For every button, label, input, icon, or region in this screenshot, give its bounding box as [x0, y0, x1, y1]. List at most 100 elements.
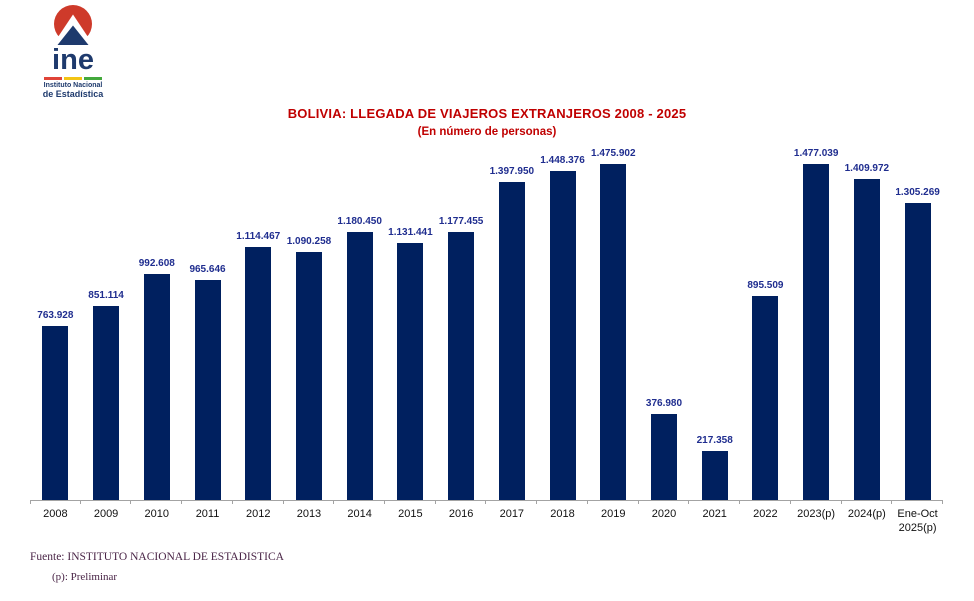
bar-group: 895.509 2022 [740, 150, 791, 520]
bar [853, 179, 880, 500]
axis-tick [789, 500, 791, 504]
bar [93, 306, 120, 500]
axis-tick [891, 500, 893, 504]
x-axis-label: 2010 [144, 508, 170, 520]
x-axis-label: 2023(p) [797, 508, 836, 520]
axis-tick [181, 500, 183, 504]
axis-tick [840, 500, 842, 504]
bar-group: 992.608 2010 [131, 150, 183, 520]
bar [752, 296, 779, 500]
axis-tick [485, 500, 487, 504]
x-axis-label: Ene-Oct 2025(p) [897, 508, 938, 535]
bar [346, 231, 373, 500]
x-axis-label: 2017 [499, 508, 525, 520]
bar [295, 252, 322, 500]
ine-logo: ine Instituto Nacional de Estadística [42, 5, 104, 99]
axis-tick [434, 500, 436, 504]
bar-value-label: 1.180.450 [337, 215, 382, 227]
x-axis-label: 2008 [43, 508, 68, 520]
axis-tick [941, 500, 943, 504]
bar-group: 1.477.039 2023(p) [791, 148, 842, 520]
bar-group: 851.114 2009 [81, 150, 132, 520]
bar [448, 232, 475, 500]
bar-value-label: 1.305.269 [895, 187, 940, 199]
bar-value-label: 1.475.902 [591, 148, 636, 160]
preliminary-note: (p): Preliminar [52, 571, 118, 583]
axis-tick [130, 500, 132, 504]
ine-logo-mark-icon [54, 5, 92, 45]
axis-tick [333, 500, 335, 504]
bar-value-label: 1.114.467 [236, 230, 281, 242]
ine-logo-wordmark: ine [52, 44, 94, 76]
bar-value-label: 1.409.972 [844, 163, 890, 175]
bar [650, 414, 677, 500]
bar-group: 1.397.950 2017 [486, 150, 538, 520]
institute-name-line2: de Estadística [42, 88, 104, 99]
bar-value-label: 895.509 [747, 280, 784, 292]
axis-tick [282, 500, 284, 504]
bolivia-flag-stripe [44, 76, 102, 80]
bar [701, 450, 728, 500]
axis-tick [231, 500, 233, 504]
chart-subtitle: (En número de personas) [417, 126, 557, 138]
x-axis-label: 2014 [347, 508, 372, 520]
bar-group: 376.980 2020 [639, 150, 690, 520]
x-axis-label: 2024(p) [847, 508, 886, 520]
bar [245, 246, 272, 500]
bar-group: 1.180.450 2014 [334, 150, 386, 520]
bar [803, 164, 830, 500]
bar [143, 274, 170, 500]
bar [600, 164, 627, 500]
institute-name-line1: Instituto Nacional [43, 81, 103, 89]
x-axis-label: 2018 [550, 508, 575, 520]
bar-value-label: 1.448.376 [540, 154, 585, 166]
bar [904, 203, 931, 500]
bar-value-label: 763.928 [37, 310, 74, 322]
bar-value-label: 376.980 [645, 398, 683, 410]
x-axis-label: 2013 [296, 508, 322, 520]
axis-tick [79, 500, 81, 504]
bar-group: 217.358 2021 [689, 150, 741, 520]
bar-value-label: 1.090.258 [286, 236, 332, 247]
flag-red-segment [44, 76, 62, 80]
chart-title: BOLIVIA: LLEGADA DE VIAJEROS EXTRANJEROS… [287, 106, 687, 121]
bar [397, 242, 424, 500]
bar-group: 1.409.972 2024(p) [842, 150, 893, 520]
axis-tick [688, 500, 690, 504]
bar-group: 965.646 2011 [182, 150, 233, 520]
source-note: Fuente: INSTITUTO NACIONAL DE ESTADISTIC… [30, 551, 284, 563]
x-axis-label: 2019 [601, 508, 626, 520]
bar-group: 1.448.376 2018 [537, 150, 588, 520]
x-axis-label: 2015 [398, 508, 423, 520]
x-axis-label: 2021 [702, 508, 727, 520]
bar [549, 170, 576, 500]
bar-value-label: 217.358 [696, 434, 733, 446]
bar-value-label: 1.131.441 [388, 226, 433, 238]
bar [498, 182, 525, 500]
bar-value-label: 1.477.039 [793, 148, 839, 159]
axis-tick [586, 500, 588, 504]
bar-group: 1.305.269 Ene-Oct 2025(p) [892, 150, 943, 534]
bar-group: 1.114.467 2012 [233, 150, 284, 520]
bar [42, 326, 69, 500]
bar [194, 280, 221, 500]
bar-group: 1.090.258 2013 [284, 150, 335, 520]
axis-tick [739, 500, 741, 504]
bar-value-label: 851.114 [88, 290, 124, 302]
x-axis-label: 2011 [195, 508, 220, 520]
bar-group: 1.131.441 2015 [385, 150, 436, 520]
x-axis-label: 2022 [753, 508, 778, 520]
bar-group: 1.475.902 2019 [588, 148, 639, 520]
bar-group: 1.177.455 2016 [436, 150, 487, 520]
x-axis-label: 2020 [651, 508, 677, 520]
axis-tick [637, 500, 639, 504]
x-axis-label: 2009 [93, 508, 119, 520]
axis-tick [536, 500, 538, 504]
x-axis-label: 2016 [448, 508, 474, 520]
flag-yellow-segment [64, 76, 82, 80]
flag-green-segment [84, 76, 102, 80]
bar-value-label: 965.646 [189, 264, 226, 276]
bar-value-label: 992.608 [138, 258, 175, 270]
bar-chart-plot-area: 763.928 2008 851.114 2009 992.608 2010 965.646… [30, 148, 943, 534]
